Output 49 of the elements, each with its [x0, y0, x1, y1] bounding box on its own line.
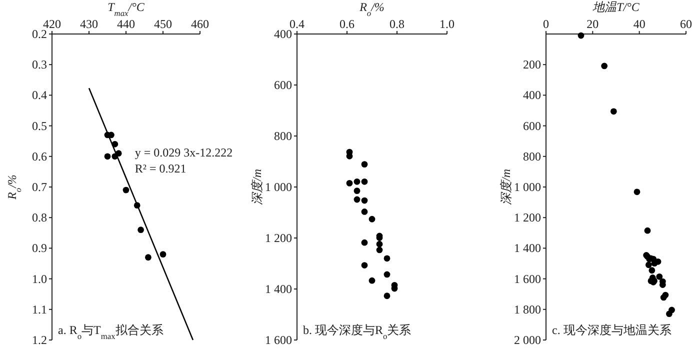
y-tick-label: 400: [274, 27, 292, 41]
x-tick-label: 450: [154, 17, 172, 31]
x-tick-label: 0: [543, 17, 549, 31]
y-tick-label: 2 000: [514, 333, 541, 347]
x-tick-label: 20: [586, 17, 599, 31]
y-tick-label: 0.5: [32, 118, 47, 133]
y-tick-label: 1 200: [265, 231, 292, 245]
annotation: c. 现今深度与地温关系: [552, 323, 672, 337]
annotation: b. 现今深度与R$_{o}$关系: [303, 323, 412, 340]
y-tick-label: 1 000: [265, 180, 292, 194]
x-tick-label: 460: [191, 17, 209, 31]
y-tick-label: 200: [523, 58, 541, 72]
x-tick-label: 0.4: [290, 17, 304, 31]
y-tick-label: 800: [523, 149, 541, 164]
y-tick-label: 600: [523, 118, 541, 133]
x-tick-label: 60: [680, 17, 692, 31]
x-axis-title: T$_{max}$/°C: [108, 0, 146, 18]
y-tick-label: 1 600: [265, 333, 292, 347]
y-tick-label: 0.8: [32, 210, 47, 225]
x-axis-title: 地温T/°C: [592, 0, 640, 14]
annotation: a. R$_{o}$与T$_{max}$拟合关系: [58, 323, 164, 340]
x-tick-label: 440: [117, 17, 135, 31]
y-tick-label: 1 800: [514, 302, 541, 316]
y-axis-title: 深度/m: [250, 168, 264, 205]
y-tick-label: 0.3: [32, 58, 47, 72]
y-tick-label: 1 400: [265, 282, 292, 296]
annotation: R² = 0.921: [134, 161, 186, 176]
y-tick-label: 0.4: [32, 88, 47, 102]
y-tick-label: 800: [274, 129, 292, 143]
y-tick-label: 1 400: [514, 241, 541, 256]
x-tick-label: 0.8: [390, 17, 404, 31]
x-tick-label: 430: [80, 17, 98, 31]
y-tick-label: 1 200: [514, 210, 541, 225]
x-tick-label: 0.6: [340, 17, 354, 31]
x-tick-label: 40: [633, 17, 646, 31]
y-tick-label: 0.6: [32, 149, 47, 164]
y-axis-title: 深度/m: [499, 168, 513, 205]
y-tick-label: 0.9: [32, 241, 47, 256]
y-tick-label: 0.7: [32, 180, 47, 194]
y-tick-label: 1.1: [32, 302, 47, 316]
y-tick-label: 1 600: [514, 272, 541, 286]
y-tick-label: 1 000: [514, 180, 541, 194]
annotation: y = 0.029 3x-12.222: [134, 145, 233, 160]
x-axis-title: R$_{o}$/%: [358, 0, 384, 18]
y-tick-label: 400: [523, 88, 541, 102]
y-tick-label: 1.0: [32, 272, 47, 286]
y-tick-label: 600: [274, 78, 292, 92]
x-tick-label: 1.0: [440, 17, 454, 31]
y-tick-label: 1.2: [32, 333, 47, 347]
